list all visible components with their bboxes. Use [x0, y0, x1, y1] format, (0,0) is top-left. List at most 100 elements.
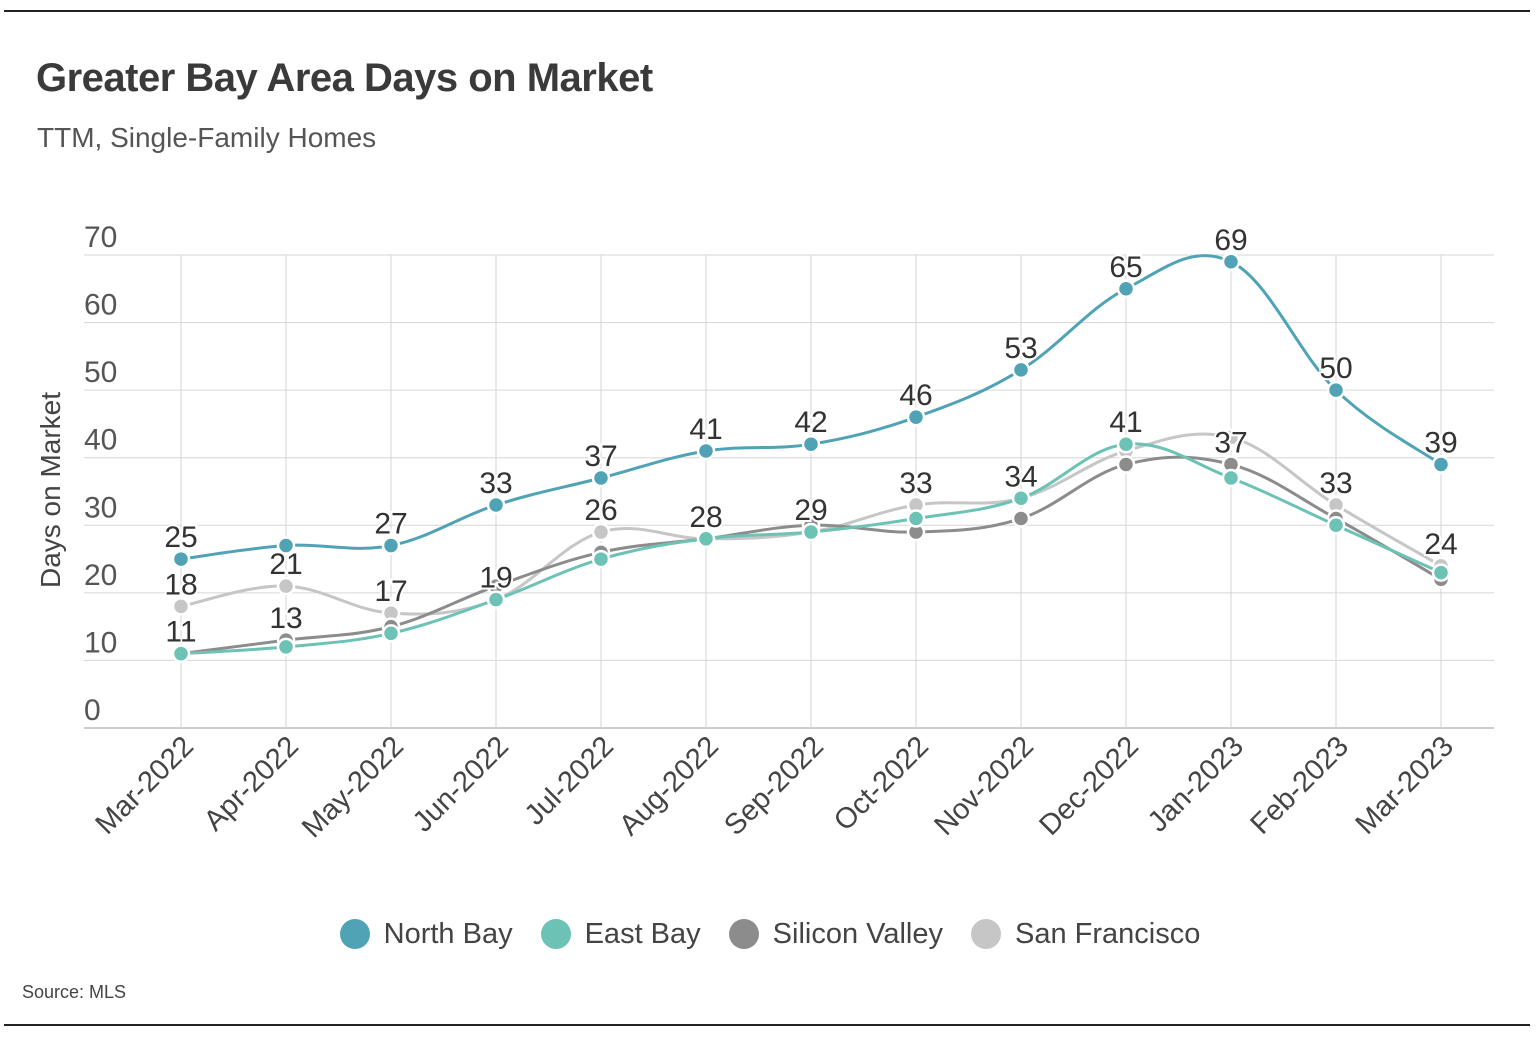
- line-chart: 010203040506070Mar-2022Apr-2022May-2022J…: [35, 221, 1494, 844]
- east-bay-point: [171, 644, 191, 663]
- legend-label-san-francisco: San Francisco: [1014, 917, 1201, 950]
- san-francisco-data-label: 29: [794, 494, 827, 527]
- x-tick-label: Feb-2023: [1245, 730, 1355, 840]
- north-bay-point: [696, 441, 716, 461]
- north-bay-data-label: 37: [584, 440, 617, 473]
- x-tick-label: Sep-2022: [718, 730, 830, 842]
- y-tick-label: 60: [84, 289, 117, 322]
- east-bay-point: [696, 529, 716, 549]
- x-tick-label: Mar-2023: [1350, 730, 1460, 840]
- san-francisco-data-label: 17: [374, 575, 407, 608]
- san-francisco-data-label: 26: [584, 494, 617, 527]
- east-bay-point: [906, 509, 926, 528]
- silicon-valley-point: [1011, 509, 1031, 528]
- north-bay-data-label: 25: [164, 521, 197, 554]
- san-francisco-data-label: 24: [1424, 528, 1457, 561]
- north-bay-point: [1221, 252, 1241, 272]
- north-bay-data-label: 65: [1109, 251, 1142, 284]
- x-tick-label: Mar-2022: [90, 730, 200, 840]
- y-tick-label: 10: [84, 626, 117, 659]
- san-francisco-point: [276, 576, 296, 596]
- north-bay-data-label: 46: [899, 379, 932, 412]
- north-bay-data-label: 50: [1319, 352, 1352, 385]
- north-bay-point: [801, 434, 821, 454]
- chart-subtitle: TTM, Single-Family Homes: [37, 122, 377, 153]
- x-tick-label: Apr-2022: [198, 730, 305, 837]
- east-bay-point: [591, 549, 611, 569]
- san-francisco-data-label: 21: [269, 548, 302, 581]
- legend-swatch-north-bay: [339, 919, 370, 949]
- san-francisco-data-label: 28: [689, 501, 722, 534]
- legend-label-north-bay: North Bay: [383, 917, 513, 950]
- legend-item-silicon-valley: Silicon Valley: [728, 917, 943, 951]
- legend-item-east-bay: East Bay: [540, 917, 701, 951]
- silicon-valley-data-label: 37: [1214, 426, 1247, 459]
- east-bay-point: [381, 624, 401, 643]
- legend-label-east-bay: East Bay: [584, 917, 701, 950]
- east-bay-point: [1116, 434, 1136, 454]
- x-tick-label: Jun-2022: [407, 730, 515, 838]
- east-bay-point: [276, 637, 296, 657]
- north-bay-point: [1326, 380, 1346, 400]
- san-francisco-data-label: 34: [1004, 460, 1037, 493]
- north-bay-data-label: 42: [794, 406, 827, 439]
- chart-title: Greater Bay Area Days on Market: [36, 56, 653, 100]
- north-bay-data-label: 27: [374, 508, 407, 541]
- north-bay-data-label: 33: [479, 467, 512, 500]
- x-tick-label: Nov-2022: [928, 730, 1040, 842]
- north-bay-data-label: 39: [1424, 426, 1457, 459]
- north-bay-point: [381, 536, 401, 555]
- y-tick-label: 50: [84, 356, 117, 389]
- x-tick-label: Jul-2022: [519, 730, 620, 831]
- y-tick-label: 0: [84, 694, 101, 727]
- san-francisco-point: [591, 522, 611, 542]
- east-bay-data-label: 41: [1109, 406, 1142, 439]
- silicon-valley-data-label: 11: [165, 616, 196, 649]
- top-rule: [4, 10, 1530, 12]
- legend-swatch-silicon-valley: [728, 919, 759, 949]
- north-bay-point: [906, 407, 926, 427]
- bottom-rule: [4, 1024, 1530, 1026]
- east-bay-point: [1431, 563, 1451, 582]
- east-bay-point: [801, 522, 821, 542]
- north-bay-point: [591, 468, 611, 488]
- x-tick-label: Aug-2022: [613, 730, 725, 842]
- legend: North Bay East Bay Silicon Valley San Franc…: [0, 908, 1540, 960]
- north-bay-point: [276, 536, 296, 555]
- north-bay-point: [1011, 360, 1031, 380]
- y-tick-label: 40: [84, 424, 117, 457]
- silicon-valley-data-label: 13: [269, 602, 302, 635]
- y-tick-label: 70: [84, 221, 117, 254]
- san-francisco-data-label: 18: [164, 568, 197, 601]
- north-bay-data-label: 41: [689, 413, 722, 446]
- east-bay-point: [1011, 489, 1031, 508]
- x-tick-label: Dec-2022: [1033, 730, 1145, 842]
- san-francisco-data-label: 33: [1319, 467, 1352, 500]
- east-bay-point: [1221, 468, 1241, 488]
- east-bay-point: [1326, 516, 1346, 535]
- x-tick-label: Oct-2022: [828, 730, 935, 837]
- north-bay-point: [171, 549, 191, 569]
- san-francisco-data-label: 19: [479, 562, 512, 595]
- x-tick-label: May-2022: [296, 730, 410, 844]
- y-tick-label: 30: [84, 491, 117, 524]
- north-bay-point: [1431, 455, 1451, 474]
- legend-item-san-francisco: San Francisco: [970, 917, 1201, 951]
- san-francisco-point: [171, 597, 191, 616]
- y-axis-title: Days on Market: [35, 392, 66, 588]
- source-note: Source: MLS: [22, 982, 127, 1002]
- legend-swatch-san-francisco: [970, 919, 1001, 949]
- x-tick-label: Jan-2023: [1142, 730, 1250, 838]
- silicon-valley-point: [1116, 455, 1136, 474]
- legend-swatch-east-bay: [540, 919, 571, 949]
- north-bay-point: [486, 495, 506, 515]
- east-bay-point: [486, 590, 506, 609]
- legend-item-north-bay: North Bay: [339, 917, 513, 951]
- san-francisco-data-label: 33: [899, 467, 932, 500]
- north-bay-data-label: 69: [1214, 224, 1247, 257]
- san-francisco-point: [1221, 428, 1241, 447]
- y-tick-label: 20: [84, 559, 117, 592]
- legend-label-silicon-valley: Silicon Valley: [772, 917, 943, 950]
- north-bay-point: [1116, 279, 1136, 299]
- north-bay-data-label: 53: [1004, 332, 1037, 365]
